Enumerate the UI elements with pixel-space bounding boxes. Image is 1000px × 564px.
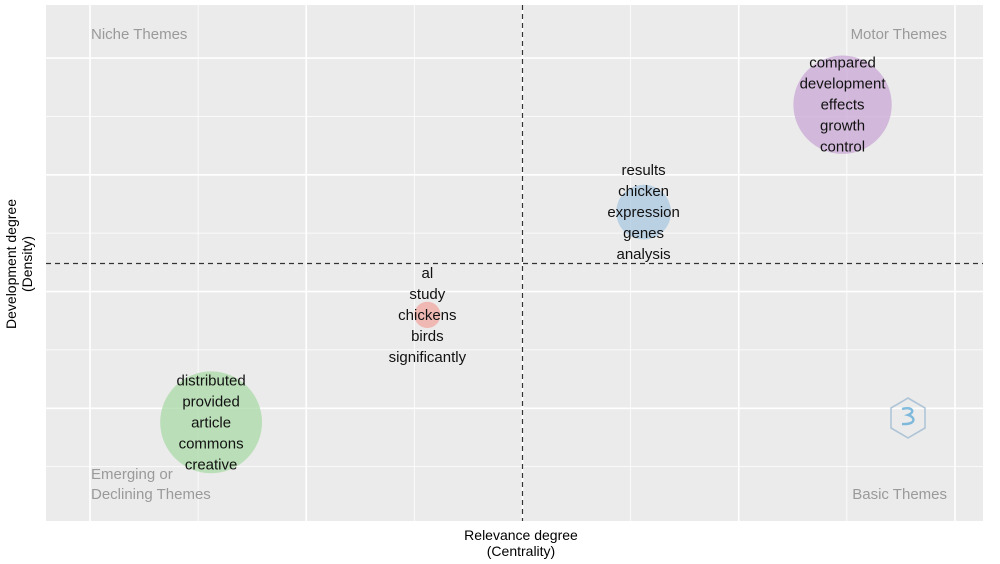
cluster-term-label: commons bbox=[179, 435, 244, 452]
cluster-term-label: genes bbox=[623, 225, 664, 242]
cluster-bubble-1 bbox=[793, 55, 892, 154]
x-axis-title-line1: Relevance degree bbox=[464, 527, 578, 543]
bibliometrix-logo-icon bbox=[890, 397, 926, 439]
cluster-term-label: chickens bbox=[398, 307, 456, 324]
quadrant-label-niche: Niche Themes bbox=[91, 26, 187, 43]
y-axis-title-line1: Development degree bbox=[3, 199, 19, 329]
cluster-bubble-3 bbox=[414, 301, 441, 329]
y-axis-title-line2: (Density) bbox=[19, 236, 35, 292]
cluster-term-label: growth bbox=[820, 118, 865, 135]
cluster-term-label: creative bbox=[185, 456, 238, 473]
cluster-term-label: analysis bbox=[616, 246, 670, 263]
quadrant-label-basic: Basic Themes bbox=[852, 486, 947, 503]
cluster-term-label: article bbox=[191, 414, 231, 431]
quadrant-label-motor: Motor Themes bbox=[851, 26, 947, 43]
cluster-term-label: effects bbox=[821, 97, 865, 114]
cluster-term-label: compared bbox=[809, 55, 876, 72]
cluster-term-label: expression bbox=[607, 204, 680, 221]
cluster-term-label: provided bbox=[182, 393, 240, 410]
bubbles bbox=[160, 55, 892, 474]
cluster-term-label: al bbox=[422, 265, 434, 282]
cluster-bubble-4 bbox=[160, 371, 263, 474]
cluster-labels: compared development effects growth control r… bbox=[176, 55, 886, 474]
cluster-term-label: control bbox=[820, 139, 865, 156]
cluster-term-label: study bbox=[409, 286, 445, 303]
cluster-term-label: distributed bbox=[176, 372, 245, 389]
cluster-term-label: results bbox=[622, 162, 666, 179]
x-axis-title-line2: (Centrality) bbox=[487, 543, 555, 559]
cluster-term-label: development bbox=[800, 76, 887, 93]
quadrant-label-emerging-line1: Emerging or bbox=[91, 466, 173, 483]
quadrant-label-emerging-line2: Declining Themes bbox=[91, 486, 211, 503]
cluster-term-label: significantly bbox=[389, 349, 467, 366]
cluster-term-label: chicken bbox=[618, 183, 669, 200]
y-axis-title: Development degree (Density) bbox=[3, 199, 35, 329]
cluster-term-label: birds bbox=[411, 328, 444, 345]
cluster-bubble-2 bbox=[616, 184, 671, 240]
